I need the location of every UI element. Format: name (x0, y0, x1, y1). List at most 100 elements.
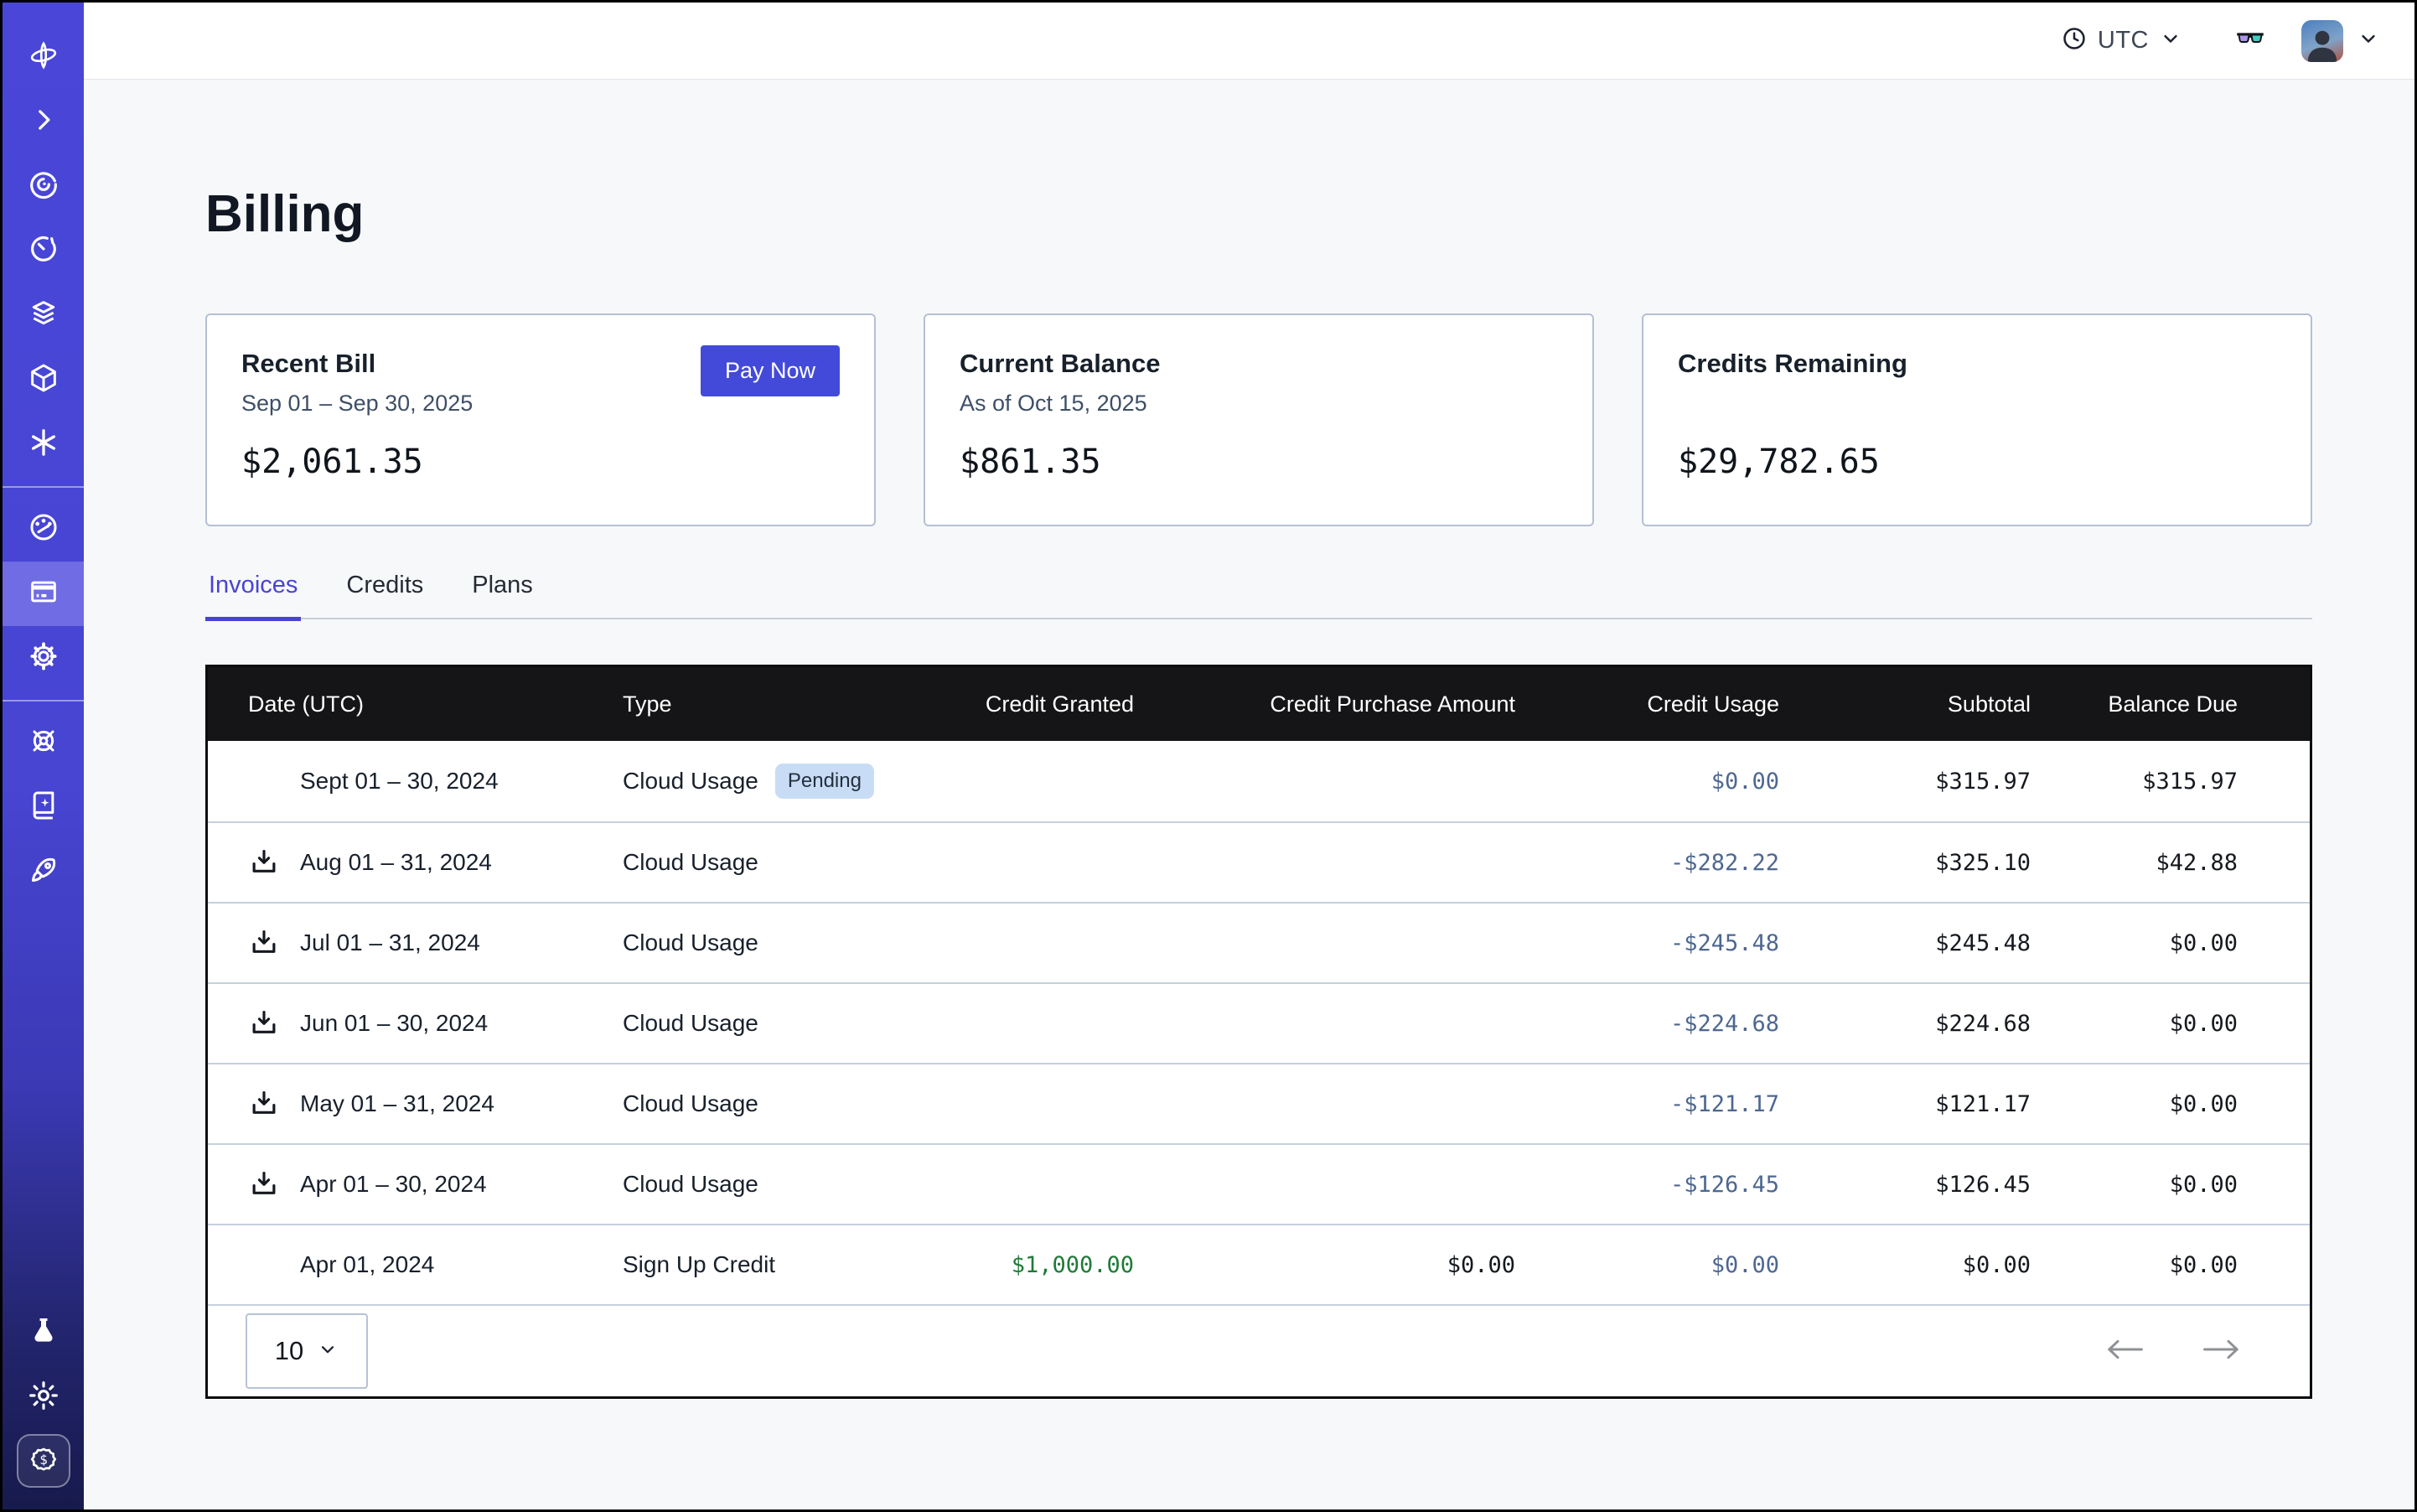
chevron-down-icon (2357, 27, 2380, 54)
subtotal-value: $121.17 (1935, 1090, 2031, 1117)
recent-bill-amount: $2,061.35 (241, 443, 423, 481)
page-title: Billing (205, 185, 365, 243)
subtotal-value: $126.45 (1935, 1171, 2031, 1198)
sidebar-item-services[interactable] (3, 412, 84, 477)
sidebar-item-billing[interactable] (3, 562, 84, 626)
topbar: UTC (84, 3, 2414, 80)
subtotal-value: $315.97 (1935, 768, 2031, 795)
credits-remaining-amount: $29,782.65 (1678, 443, 1880, 481)
user-menu-toggle[interactable] (2357, 27, 2380, 54)
orbit-logo-icon (27, 39, 60, 76)
invoice-type: Cloud Usage (623, 1171, 758, 1197)
tab-invoices[interactable]: Invoices (205, 572, 302, 621)
invoice-row: Apr 01 – 30, 2024 Cloud Usage -$126.45 $… (208, 1143, 2310, 1224)
invoices-table: Date (UTC) Type Credit Granted Credit Pu… (205, 665, 2312, 1399)
card-subtitle (1678, 391, 2277, 417)
invoice-type: Cloud Usage (623, 1090, 758, 1116)
cube-icon (27, 361, 60, 399)
sidebar-item-labs[interactable] (3, 1301, 84, 1365)
chevron-right-icon (27, 103, 60, 141)
timezone-selector[interactable]: UTC (2061, 25, 2182, 56)
col-header-credit-usage: Credit Usage (1647, 691, 1779, 717)
card-subtitle: As of Oct 15, 2025 (960, 391, 1147, 416)
sidebar-item-docs[interactable] (3, 775, 84, 840)
sidebar-item-usage[interactable] (3, 497, 84, 562)
sidebar-item-layers[interactable] (3, 283, 84, 348)
sidebar-item-logo[interactable] (3, 25, 84, 90)
credit-granted-value: $1,000.00 (1011, 1251, 1134, 1278)
ship-wheel-icon (27, 724, 60, 762)
credit-usage-value: -$282.22 (1669, 849, 1779, 876)
page-size-select[interactable]: 10 (246, 1313, 368, 1389)
fun-mode-toggle[interactable] (2233, 21, 2268, 60)
chevron-down-icon (2159, 27, 2182, 54)
status-badge: Pending (774, 764, 874, 799)
credit-purchase-value: $0.00 (1447, 1251, 1515, 1278)
rocket-icon (27, 853, 60, 891)
billing-tabs: Invoices Credits Plans (205, 572, 2312, 621)
subtotal-value: $245.48 (1935, 929, 2031, 956)
col-header-date: Date (UTC) (248, 691, 365, 717)
invoice-row: May 01 – 31, 2024 Cloud Usage -$121.17 $… (208, 1063, 2310, 1143)
sun-icon (27, 1379, 60, 1416)
user-avatar[interactable] (2301, 19, 2343, 62)
main-area: UTC (84, 3, 2414, 1509)
col-header-balance-due: Balance Due (2108, 691, 2238, 717)
col-header-type: Type (623, 691, 672, 717)
download-invoice-button[interactable] (248, 1168, 300, 1200)
balance-due-value: $0.00 (2169, 1251, 2238, 1278)
invoice-date: Sept 01 – 30, 2024 (300, 768, 499, 794)
download-invoice-button[interactable] (248, 847, 300, 878)
pagination-controls (2104, 1338, 2243, 1365)
timezone-label: UTC (2097, 27, 2149, 54)
card-subtitle: Sep 01 – Sep 30, 2025 (241, 391, 474, 416)
card-title: Current Balance (960, 349, 1161, 378)
balance-due-value: $0.00 (2169, 929, 2238, 956)
balance-due-value: $42.88 (2156, 849, 2238, 876)
pay-now-button[interactable]: Pay Now (700, 345, 840, 396)
col-header-credit-granted: Credit Granted (985, 691, 1134, 717)
summary-cards: Recent Bill Sep 01 – Sep 30, 2025 $2,061… (205, 313, 2312, 526)
subtotal-value: $224.68 (1935, 1010, 2031, 1037)
sidebar-item-containers[interactable] (3, 348, 84, 412)
credits-seal-button[interactable]: $ (16, 1434, 70, 1488)
invoice-row: Jul 01 – 31, 2024 Cloud Usage -$245.48 $… (208, 902, 2310, 982)
prev-page-arrow-icon[interactable] (2104, 1338, 2145, 1365)
credit-usage-value: $0.00 (1711, 1251, 1779, 1278)
invoice-type: Cloud Usage (623, 849, 758, 875)
credit-card-icon (27, 575, 60, 613)
sidebar-item-observe[interactable] (3, 154, 84, 219)
invoice-date: Jul 01 – 31, 2024 (300, 929, 480, 955)
table-footer: 10 (208, 1304, 2310, 1396)
download-invoice-button[interactable] (248, 927, 300, 959)
sidebar-item-support[interactable] (3, 711, 84, 775)
credits-remaining-card: Credits Remaining $29,782.65 (1642, 313, 2312, 526)
invoice-date: Apr 01, 2024 (300, 1251, 435, 1277)
billing-page: Billing Recent Bill Sep 01 – Sep 30, 202… (84, 80, 2414, 1509)
recent-bill-card: Recent Bill Sep 01 – Sep 30, 2025 $2,061… (205, 313, 876, 526)
invoice-date: Aug 01 – 31, 2024 (300, 849, 492, 875)
sidebar-item-theme[interactable] (3, 1365, 84, 1430)
sidebar-item-settings[interactable] (3, 626, 84, 691)
tab-plans[interactable]: Plans (472, 572, 533, 598)
sidebar-divider (3, 700, 84, 702)
current-balance-card: Current Balance As of Oct 15, 2025 $861.… (924, 313, 1594, 526)
tab-credits[interactable]: Credits (346, 572, 424, 598)
sidebar-item-launch[interactable] (3, 840, 84, 904)
download-invoice-button[interactable] (248, 1007, 300, 1039)
invoice-row: Apr 01, 2024 Sign Up Credit $1,000.00 $0… (208, 1224, 2310, 1304)
credit-usage-value: -$224.68 (1669, 1010, 1779, 1037)
current-balance-amount: $861.35 (960, 443, 1101, 481)
sidebar-item-history[interactable] (3, 219, 84, 283)
gear-icon (27, 639, 60, 677)
chevron-down-icon (317, 1339, 339, 1364)
sidebar-item-collapse[interactable] (3, 90, 84, 154)
next-page-arrow-icon[interactable] (2201, 1338, 2243, 1365)
invoice-row: Aug 01 – 31, 2024 Cloud Usage -$282.22 $… (208, 821, 2310, 902)
sidebar-divider (3, 486, 84, 488)
flask-icon (27, 1314, 60, 1352)
balance-due-value: $0.00 (2169, 1171, 2238, 1198)
download-invoice-button[interactable] (248, 1088, 300, 1120)
asterisk-icon (27, 426, 60, 463)
